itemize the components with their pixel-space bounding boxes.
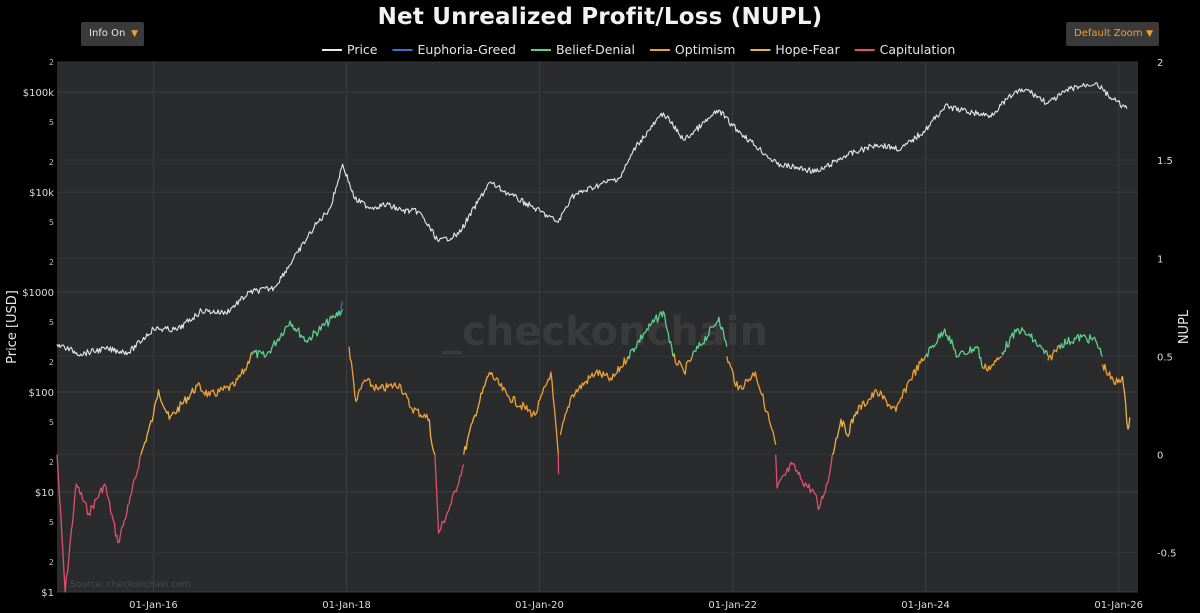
legend-item: Optimism: [649, 42, 736, 57]
x-tick-label: 01-Jan-16: [129, 600, 178, 611]
y-right-axis-title: NUPL: [1177, 309, 1192, 344]
y-left-minor-tick-label: 5: [49, 218, 54, 227]
legend-label: Euphoria-Greed: [418, 42, 516, 57]
chevron-down-icon: ▼: [131, 29, 138, 39]
y-left-minor-tick-label: 2: [49, 458, 54, 467]
y-left-minor-tick-label: 5: [49, 318, 54, 327]
nupl-segment-hope-fear: [140, 384, 198, 455]
info-toggle-dropdown[interactable]: Info On ▼: [81, 22, 144, 46]
nupl-segment-euphoria-greed: [340, 301, 344, 310]
nupl-segment-optimism: [489, 371, 559, 455]
y-right-tick-label: 2: [1157, 58, 1163, 69]
nupl-segment-hope-fear: [831, 411, 857, 456]
legend-label: Capitulation: [880, 42, 956, 57]
nupl-segment-hope-fear: [428, 419, 436, 455]
y-right-tick-label: 1.5: [1157, 156, 1173, 167]
chevron-down-icon: ▼: [1146, 29, 1153, 39]
nupl-segment-belief-denial: [627, 310, 674, 360]
price-line: [56, 82, 1128, 357]
y-left-tick-label: $100k: [23, 88, 54, 99]
x-tick-label: 01-Jan-26: [1094, 600, 1143, 611]
y-left-minor-tick-label: 5: [49, 418, 54, 427]
x-tick-label: 01-Jan-24: [901, 600, 950, 611]
grid-lines: [57, 61, 1138, 593]
y-left-minor-tick-label: 5: [49, 118, 54, 127]
y-left-tick-label: $10k: [29, 188, 54, 199]
y-left-minor-tick-label: 5: [49, 518, 54, 527]
axes-layer: 01-Jan-16 01-Jan-18 01-Jan-20 01-Jan-22 01-J…: [5, 58, 1192, 611]
info-toggle-label: Info On: [89, 28, 126, 39]
nupl-segment-optimism: [672, 353, 693, 376]
y-right-tick-label: -0.5: [1157, 549, 1177, 560]
legend: Price Euphoria-Greed Belief-Denial Optimism…: [322, 42, 955, 57]
nupl-segment-capitulation: [775, 454, 833, 511]
y-left-minor-tick-label: 2: [49, 158, 54, 167]
legend-item: Belief-Denial: [530, 42, 635, 57]
source-label: Source: checkonchain.com: [70, 580, 191, 590]
nupl-segment-optimism: [1101, 363, 1124, 386]
y-right-tick-label: 1: [1157, 254, 1163, 265]
nupl-segment-hope-fear: [463, 371, 491, 455]
x-tick-label: 01-Jan-20: [515, 600, 564, 611]
y-left-tick-label: $1000: [22, 288, 54, 299]
nupl-segment-optimism: [982, 355, 1003, 372]
nupl-segment-belief-denial: [250, 308, 344, 359]
nupl-segment-optimism: [1047, 345, 1060, 361]
nupl-segment-belief-denial: [924, 328, 984, 369]
y-right-tick-label: 0.5: [1157, 352, 1173, 363]
nupl-segment-capitulation: [56, 454, 142, 593]
plot-area[interactable]: [57, 62, 1138, 592]
legend-item: Capitulation: [854, 42, 956, 57]
nupl-segment-belief-denial: [1058, 333, 1104, 357]
series-layer: [56, 82, 1131, 593]
y-left-axis-title: Price [USD]: [5, 290, 20, 364]
legend-label: Belief-Denial: [556, 42, 635, 57]
legend-item: Price: [322, 42, 378, 57]
nupl-segment-belief-denial: [1001, 327, 1049, 357]
y-left-minor-tick-label: 2: [49, 258, 54, 267]
y-right-tick-label: 0: [1157, 451, 1163, 462]
y-left-minor-tick-label: 2: [49, 58, 54, 67]
nupl-segment-hope-fear: [1121, 376, 1131, 430]
chart-title: Net Unrealized Profit/Loss (NUPL): [377, 4, 823, 30]
y-left-minor-tick-label: 2: [49, 558, 54, 567]
x-tick-label: 01-Jan-22: [708, 600, 757, 611]
y-left-tick-label: $100: [29, 388, 54, 399]
zoom-dropdown[interactable]: Default Zoom ▼: [1066, 22, 1159, 46]
nupl-segment-belief-denial: [691, 316, 728, 357]
y-left-tick-label: $10: [35, 488, 54, 499]
watermark: _checkonchain: [442, 309, 768, 355]
legend-label: Optimism: [675, 42, 736, 57]
legend-label: Hope-Fear: [775, 42, 840, 57]
x-tick-label: 01-Jan-18: [322, 600, 371, 611]
nupl-segment-optimism: [348, 346, 430, 422]
nupl-segment-optimism: [196, 352, 252, 398]
legend-item: Euphoria-Greed: [392, 42, 516, 57]
nupl-segment-capitulation: [434, 454, 465, 534]
zoom-label: Default Zoom: [1074, 28, 1143, 39]
legend-item: Hope-Fear: [750, 42, 840, 57]
nupl-segment-optimism: [559, 356, 629, 436]
nupl-segment-optimism: [855, 356, 926, 415]
y-left-minor-tick-label: 2: [49, 358, 54, 367]
y-left-tick-label: $1: [41, 588, 54, 599]
legend-label: Price: [347, 42, 378, 57]
nupl-segment-optimism: [726, 356, 777, 445]
